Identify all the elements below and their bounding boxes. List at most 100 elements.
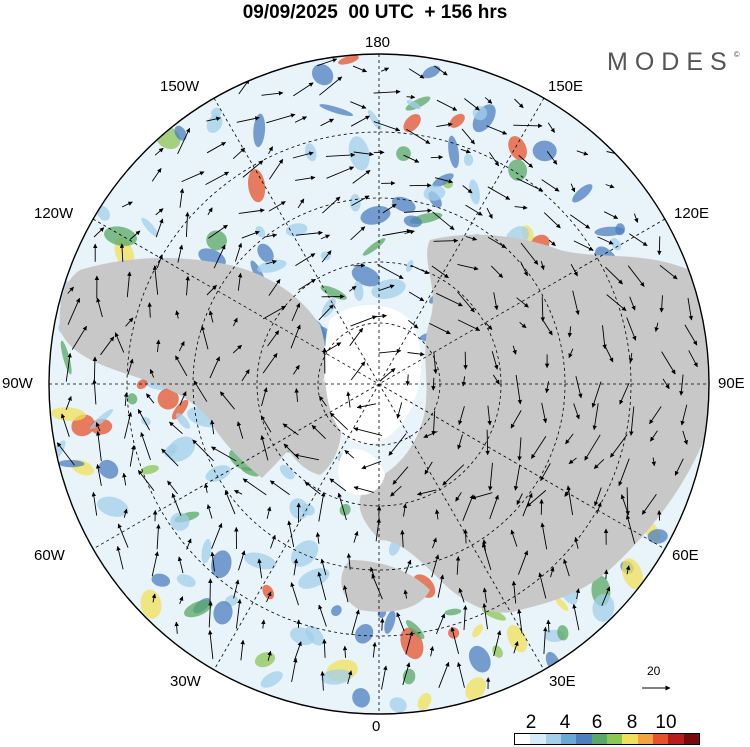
wind-arrow [487,236,507,249]
wind-arrow [520,261,528,277]
wind-arrow [540,296,546,322]
wind-arrow [318,304,334,321]
copyright-mark: © [733,50,740,59]
wind-arrow [167,480,178,495]
wind-contour-patch [492,645,503,658]
wind-arrow [404,229,415,235]
wind-arrow [235,598,242,629]
wind-contour-patch [389,697,407,713]
wind-arrow [541,318,553,336]
wind-arrow [462,185,473,194]
lon-label-90w: 90W [2,375,33,392]
wind-arrow [650,430,658,442]
wind-arrow [484,97,493,104]
wind-contour-patch [508,136,527,161]
wind-arrow [516,297,529,308]
wind-arrow [570,263,578,277]
wind-arrow [576,150,589,156]
wind-arrow [211,522,223,549]
wind-arrow [232,147,246,160]
wind-arrow [293,82,314,97]
wind-arrow [489,152,500,167]
wind-arrow [65,352,72,382]
wind-arrow [442,464,465,486]
lon-label-150w: 150W [160,78,200,95]
wind-arrow [242,160,264,178]
wind-arrow [213,244,226,269]
wind-contour-patch [468,645,491,673]
wind-arrow [269,158,284,180]
wind-arrow [116,545,124,570]
wind-arrow [567,326,573,338]
wind-arrow [601,586,611,606]
lon-label-120e: 120E [674,205,710,222]
wind-arrow [151,168,162,182]
wind-contour-patch [89,409,114,430]
wind-arrow [208,224,228,239]
wind-contour-patch [367,109,382,131]
wind-arrow [206,504,213,519]
wind-arrow [372,641,377,658]
wind-arrow [224,490,236,515]
wind-arrow [264,233,278,238]
wind-arrow [572,290,580,316]
wind-contour-patch [50,407,86,421]
wind-arrow [232,317,238,327]
wind-arrow [121,201,133,208]
lon-label-180: 180 [365,34,391,51]
wind-contour-patch [423,185,446,201]
colorbar-swatch [637,734,653,744]
wind-contour-patch [406,260,414,272]
wind-arrow [463,528,468,544]
wind-arrow [179,596,184,605]
wind-arrow [374,313,387,319]
greenland-land [279,376,342,475]
wind-arrow [208,600,213,628]
wind-contour-patch [362,238,386,256]
reference-vector-label: 20 [647,664,661,678]
wind-arrow [232,344,242,354]
wind-arrow [593,458,605,469]
wind-arrow [342,585,349,603]
wind-arrow [294,453,319,461]
wind-arrow [435,613,446,635]
wind-arrow [404,208,433,213]
wind-contour-patch [348,136,370,171]
wind-arrow [405,631,414,655]
wind-contour-patch [254,652,276,668]
wind-arrow [349,285,357,292]
wind-arrow [659,264,678,280]
wind-arrow [573,240,594,251]
wind-arrow [154,147,164,156]
wind-arrow [641,494,657,515]
wind-contour-patch [448,135,460,169]
wind-arrow [540,260,545,271]
wind-arrow [321,250,332,263]
wind-arrow [627,265,645,287]
wind-contour-patch [184,599,213,618]
wind-arrow [657,510,662,521]
wind-arrow [352,169,371,184]
wind-arrow [574,536,579,549]
wind-arrow [465,236,478,241]
colorbar-swatch [683,734,699,744]
wind-arrow [238,550,246,571]
wind-arrow [95,463,102,486]
wind-arrow [405,374,411,386]
wind-arrow [260,435,269,461]
wind-arrow [123,508,128,518]
wind-arrow [295,253,316,266]
wind-arrow [261,387,268,407]
wind-arrow [320,234,331,240]
wind-arrow [206,141,226,154]
wind-arrow [396,612,405,632]
modes-logo: MODES© [607,48,740,77]
wind-arrow [319,395,327,407]
lon-label-90e: 90E [718,375,745,392]
wind-arrow [329,478,347,492]
wind-arrow [654,322,659,332]
wind-arrow [353,485,374,493]
wind-arrow [240,639,245,661]
wind-arrow [629,233,648,247]
wind-arrow [515,374,523,405]
